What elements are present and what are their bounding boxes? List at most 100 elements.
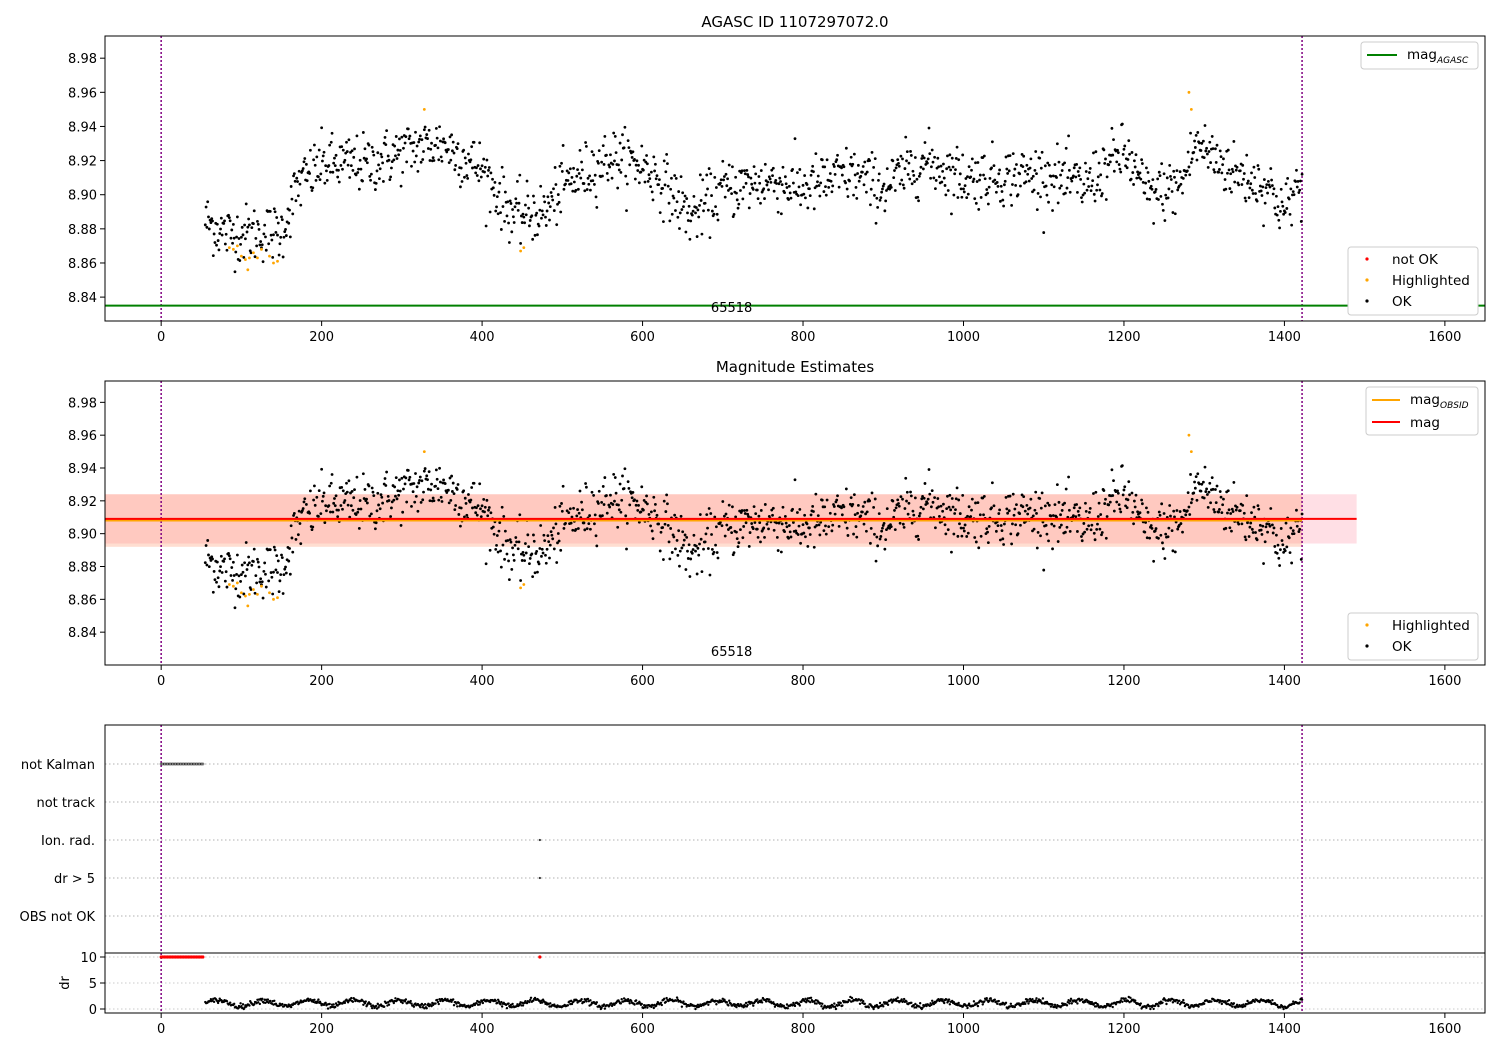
ok-point — [1220, 511, 1224, 515]
y-tick-label: 8.92 — [68, 495, 97, 510]
ok-point — [453, 168, 457, 172]
ok-point — [1252, 505, 1256, 509]
ok-point — [550, 533, 554, 537]
ok-point — [812, 207, 816, 211]
ok-point — [372, 153, 376, 157]
ok-point — [979, 534, 983, 538]
ok-point — [329, 481, 333, 485]
ok-point — [970, 157, 974, 161]
x-tick-label: 200 — [309, 674, 334, 689]
ok-point — [524, 203, 527, 207]
ok-point — [488, 210, 492, 214]
ok-point — [402, 487, 405, 491]
dr-point — [435, 998, 439, 1002]
x-tick-label: 1400 — [1268, 674, 1301, 689]
ok-point — [423, 467, 427, 470]
dr-point — [1068, 999, 1072, 1003]
ok-point — [966, 175, 969, 179]
ok-point — [1200, 141, 1204, 145]
ok-point — [642, 498, 646, 502]
ok-point — [1028, 506, 1032, 510]
flag-point — [195, 762, 198, 766]
ok-point — [495, 543, 498, 547]
ok-point — [874, 221, 878, 225]
ok-point — [1152, 222, 1156, 225]
dr-point — [727, 1004, 730, 1007]
ok-point — [1049, 514, 1053, 518]
ok-point — [232, 236, 236, 240]
ok-point — [670, 551, 674, 554]
ok-point — [1188, 173, 1192, 177]
ok-point — [1032, 188, 1036, 192]
ok-point — [1254, 192, 1257, 195]
ok-point — [325, 509, 328, 513]
ok-point — [1193, 480, 1196, 484]
ok-point — [1276, 205, 1280, 208]
dr-point — [1084, 1000, 1087, 1003]
ok-point — [548, 556, 551, 560]
ok-point — [1217, 510, 1221, 514]
ok-point — [522, 215, 526, 219]
ok-point — [685, 197, 689, 200]
ok-point — [905, 150, 909, 154]
ok-point — [957, 498, 961, 502]
ok-point — [365, 501, 369, 505]
dr-point — [735, 1005, 738, 1009]
ok-point — [256, 219, 259, 223]
ok-point — [1170, 529, 1174, 532]
ok-point — [521, 212, 525, 216]
ok-point — [985, 527, 989, 531]
ok-point — [377, 177, 381, 181]
ok-point — [1272, 187, 1276, 191]
ok-point — [583, 189, 587, 193]
flag-point — [198, 762, 202, 766]
ok-point — [1084, 170, 1088, 173]
ok-point — [1018, 512, 1022, 515]
legend-label-mag: mag — [1410, 415, 1440, 431]
ok-point — [1117, 503, 1121, 507]
ok-point — [1243, 196, 1247, 200]
ok-point — [1289, 526, 1293, 530]
ok-point — [801, 523, 805, 527]
dr-point — [350, 996, 353, 1000]
ok-point — [500, 505, 504, 509]
ok-point — [1129, 177, 1133, 181]
ok-point — [827, 185, 831, 189]
ok-point — [1003, 522, 1006, 526]
ok-point — [747, 544, 751, 548]
ok-point — [1158, 513, 1162, 517]
dr-point — [858, 1002, 862, 1005]
ok-point — [435, 136, 439, 140]
x-tick-label: 1000 — [947, 330, 980, 345]
ok-point — [896, 158, 900, 162]
ok-point — [965, 196, 969, 199]
ok-point — [824, 524, 827, 528]
ok-point — [1118, 507, 1122, 511]
ok-point — [507, 578, 511, 582]
ok-point — [1104, 198, 1108, 201]
x-tick-label: 600 — [630, 674, 655, 689]
ok-point — [337, 180, 341, 184]
ok-point — [1126, 498, 1130, 502]
flag-point — [169, 762, 173, 766]
ok-point — [763, 503, 767, 506]
ok-point — [634, 503, 638, 507]
ok-point — [1274, 194, 1278, 198]
dr-point — [481, 1001, 485, 1005]
ok-point — [1116, 489, 1119, 493]
ok-point — [530, 552, 534, 556]
ok-point — [1190, 157, 1194, 161]
highlighted-point — [239, 254, 243, 258]
flag-point — [185, 762, 189, 766]
ok-point — [354, 173, 358, 177]
ok-point — [716, 218, 720, 222]
ok-point — [681, 530, 685, 534]
ok-point — [544, 215, 547, 219]
ok-point — [828, 172, 832, 175]
ok-point — [234, 587, 238, 591]
ok-point — [457, 513, 461, 516]
ok-point — [1270, 178, 1273, 182]
ok-point — [375, 509, 379, 513]
ok-point — [990, 166, 993, 170]
